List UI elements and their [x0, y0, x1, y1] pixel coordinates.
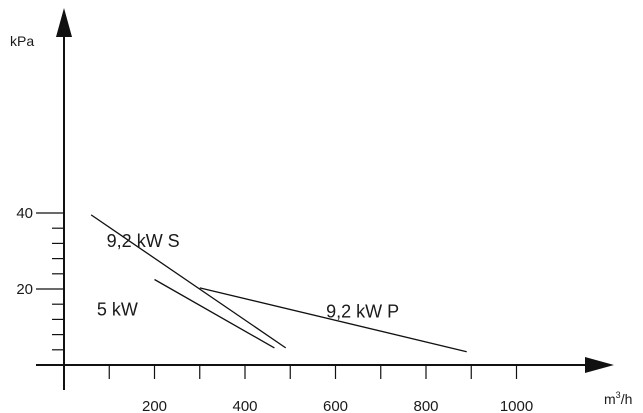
- x-tick-label: 600: [323, 398, 348, 413]
- series-label: 5 kW: [97, 300, 138, 320]
- series-line: [154, 278, 275, 349]
- series-label: 9,2 kW S: [107, 231, 180, 251]
- x-axis-label-tail: /h: [621, 391, 633, 407]
- x-axis-label-base: m: [604, 391, 616, 407]
- series-layer: [90, 214, 467, 353]
- series-label: 9,2 kW P: [326, 302, 399, 322]
- y-axis-label: kPa: [10, 33, 34, 49]
- x-axis-label: m3/h: [604, 390, 632, 407]
- x-tick-label: 400: [232, 398, 257, 413]
- series-line: [199, 287, 467, 353]
- x-axis-label-sup: 3: [616, 390, 621, 400]
- y-tick-label: 40: [16, 205, 33, 222]
- series-labels-layer: 9,2 kW S 5 kW 9,2 kW P: [97, 231, 399, 321]
- x-tick-label: 800: [413, 398, 438, 413]
- y-axis-arrow: [56, 8, 72, 37]
- x-tick-label: 1000: [500, 398, 533, 413]
- series-line: [90, 214, 287, 349]
- x-axis-arrow: [585, 357, 614, 373]
- y-tick-label: 20: [16, 281, 33, 298]
- ticks-layer: 200 400 600 800 1000 20 40: [16, 205, 533, 413]
- x-tick-label: 200: [142, 398, 167, 413]
